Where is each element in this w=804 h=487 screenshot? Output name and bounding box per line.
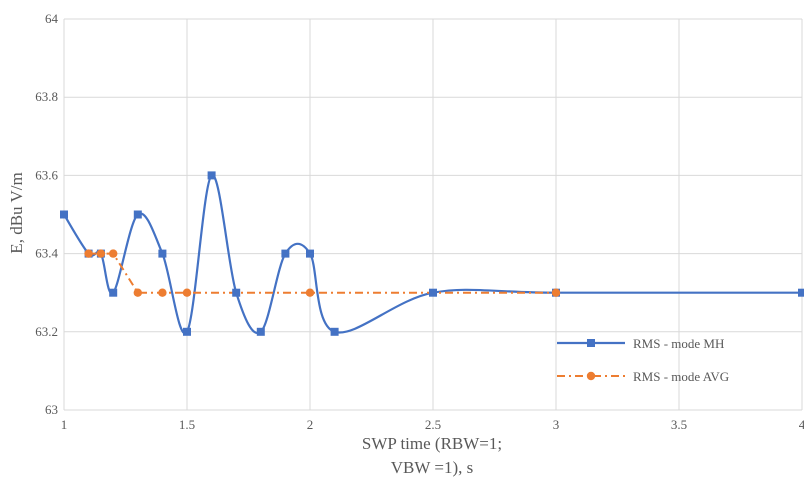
data-point-rms-mh (207, 171, 216, 180)
data-point-rms-mh (109, 288, 118, 297)
data-point-rms-avg (96, 249, 106, 258)
data-point-rms-mh (183, 327, 191, 336)
legend-item-rms-mh: RMS - mode MH (557, 336, 724, 351)
legend-marker-rms-mh (587, 339, 595, 347)
data-point-rms-mh (232, 288, 241, 297)
x-tick-label: 4 (799, 417, 804, 432)
data-point-rms-mh (281, 249, 290, 258)
data-point-rms-avg (109, 249, 118, 258)
legend-label-rms-avg: RMS - mode AVG (633, 369, 729, 384)
x-tick-label: 1.5 (179, 417, 195, 432)
y-tick-label: 63.2 (35, 324, 58, 339)
legend: RMS - mode MH RMS - mode AVG (557, 336, 729, 384)
x-tick-label: 1 (61, 417, 68, 432)
x-tick-label: 3.5 (671, 417, 687, 432)
y-tick-label: 63.8 (35, 89, 58, 104)
data-point-rms-mh (798, 288, 804, 297)
data-point-rms-mh (158, 249, 167, 258)
data-point-rms-mh (429, 288, 437, 297)
series-line-rms-avg (88, 252, 556, 294)
series-layer (60, 171, 804, 336)
grid (63, 18, 803, 411)
y-tick-label: 64 (45, 11, 59, 26)
x-axis-title-line2: VBW =1), s (391, 458, 473, 477)
x-axis-title-line1: SWP time (RBW=1; (362, 434, 502, 453)
data-point-rms-avg (133, 288, 142, 297)
x-tick-label: 3 (553, 417, 560, 432)
data-point-rms-avg (158, 288, 167, 297)
tick-labels: 63 63.2 63.4 63.6 63.8 64 1 1.5 2 2.5 3 3.5 4 (35, 11, 804, 432)
data-point-rms-mh (133, 210, 142, 219)
x-tick-label: 2 (307, 417, 314, 432)
y-tick-label: 63 (45, 402, 58, 417)
x-tick-label: 2.5 (425, 417, 441, 432)
data-point-rms-mh (330, 327, 339, 336)
data-point-rms-mh (60, 210, 68, 219)
data-point-rms-avg (305, 288, 315, 297)
legend-item-rms-avg: RMS - mode AVG (557, 369, 729, 384)
legend-marker-rms-avg (586, 371, 596, 381)
y-tick-label: 63.6 (35, 167, 58, 182)
data-point-rms-avg (84, 249, 93, 258)
y-tick-label: 63.4 (35, 246, 58, 261)
data-point-rms-avg (551, 288, 561, 297)
data-point-rms-avg (182, 288, 192, 297)
y-axis-title: E, dBu V/m (7, 172, 26, 253)
data-point-rms-mh (306, 249, 314, 258)
data-point-rms-mh (256, 327, 265, 336)
legend-label-rms-mh: RMS - mode MH (633, 336, 724, 351)
